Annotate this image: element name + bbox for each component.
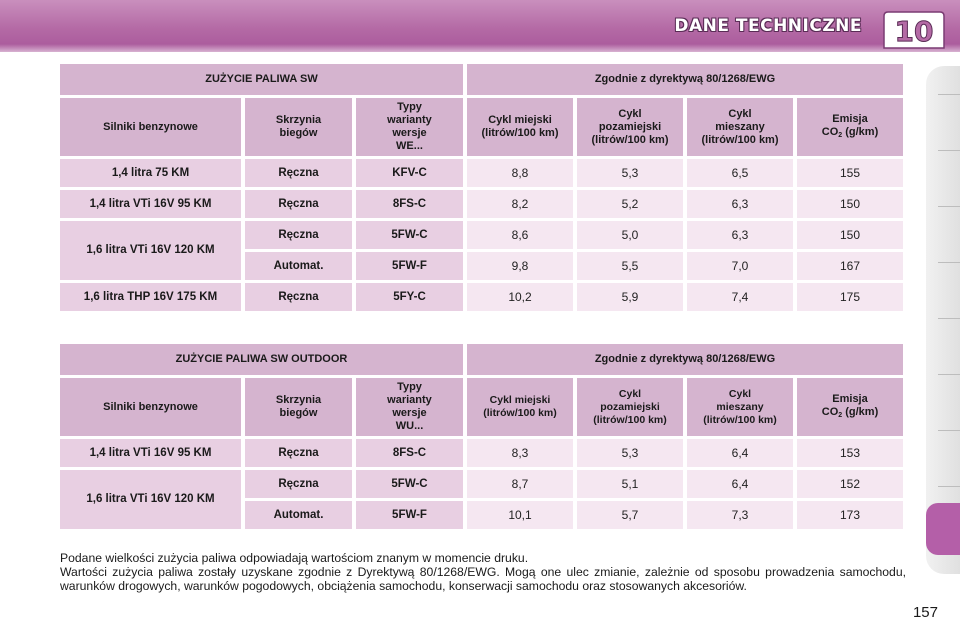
extra-urban-cell: 5,3 <box>577 159 683 187</box>
col-header-gearbox: Skrzynia biegów <box>245 378 352 436</box>
col-header-extra-urban: Cykl pozamiejski (litrów/100 km) <box>577 378 683 436</box>
chapter-number: 10 <box>895 15 934 48</box>
type-cell: 5FW-C <box>356 221 463 249</box>
co2-cell: 150 <box>797 221 903 249</box>
mixed-cell: 6,3 <box>687 190 793 218</box>
table-row: Automat. 5FW-F 10,1 5,7 7,3 173 <box>60 501 903 529</box>
gearbox-cell: Ręczna <box>245 283 352 311</box>
header-band-shade <box>0 44 960 52</box>
chapter-badge: 10 <box>883 11 945 49</box>
co2-cell: 150 <box>797 190 903 218</box>
col-header-engine: Silniki benzynowe <box>60 98 241 156</box>
extra-urban-cell: 5,0 <box>577 221 683 249</box>
col-header-variant: Typy warianty wersje WU... <box>356 378 463 436</box>
type-cell: 5FW-C <box>356 470 463 498</box>
table-row: 1,4 litra 75 KM Ręczna KFV-C 8,8 5,3 6,5… <box>60 159 903 187</box>
table-row: Automat. 5FW-F 9,8 5,5 7,0 167 <box>60 252 903 280</box>
co2-cell: 175 <box>797 283 903 311</box>
col-header-mixed: Cykl mieszany (litrów/100 km) <box>687 98 793 156</box>
co2-cell: 153 <box>797 439 903 467</box>
table-row: 1,4 litra VTi 16V 95 KM Ręczna 8FS-C 8,3… <box>60 439 903 467</box>
table-title: ZUŻYCIE PALIWA SW <box>60 64 463 95</box>
gearbox-cell: Automat. <box>245 252 352 280</box>
type-cell: 8FS-C <box>356 190 463 218</box>
type-cell: KFV-C <box>356 159 463 187</box>
col-header-engine: Silniki benzynowe <box>60 378 241 436</box>
type-cell: 8FS-C <box>356 439 463 467</box>
engine-label: 1,6 litra VTi 16V 120 KM <box>60 221 241 280</box>
mixed-cell: 6,4 <box>687 470 793 498</box>
fuel-consumption-table-sw: ZUŻYCIE PALIWA SW Zgodnie z dyrektywą 80… <box>56 61 907 314</box>
table-row: 1,4 litra VTi 16V 95 KM Ręczna 8FS-C 8,2… <box>60 190 903 218</box>
urban-cell: 8,2 <box>467 190 573 218</box>
extra-urban-cell: 5,9 <box>577 283 683 311</box>
page-number: 157 <box>912 604 938 621</box>
col-header-variant: Typy warianty wersje WE... <box>356 98 463 156</box>
co2-cell: 173 <box>797 501 903 529</box>
col-header-mixed: Cykl mieszany (litrów/100 km) <box>687 378 793 436</box>
gearbox-cell: Ręczna <box>245 439 352 467</box>
mixed-cell: 7,3 <box>687 501 793 529</box>
co2-cell: 152 <box>797 470 903 498</box>
engine-label: 1,6 litra THP 16V 175 KM <box>60 283 241 311</box>
type-cell: 5FW-F <box>356 501 463 529</box>
gearbox-cell: Ręczna <box>245 159 352 187</box>
engine-label: 1,4 litra 75 KM <box>60 159 241 187</box>
table-row: 1,6 litra VTi 16V 120 KM Ręczna 5FW-C 8,… <box>60 470 903 529</box>
col-header-gearbox: Skrzynia biegów <box>245 98 352 156</box>
mixed-cell: 6,3 <box>687 221 793 249</box>
chapter-index-strip <box>926 66 960 574</box>
fuel-consumption-table-sw-outdoor: ZUŻYCIE PALIWA SW OUTDOOR Zgodnie z dyre… <box>56 341 907 532</box>
co2-cell: 167 <box>797 252 903 280</box>
gearbox-cell: Ręczna <box>245 190 352 218</box>
urban-cell: 8,8 <box>467 159 573 187</box>
extra-urban-cell: 5,1 <box>577 470 683 498</box>
col-header-co2: Emisja CO2 (g/km) <box>797 98 903 156</box>
directive-title: Zgodnie z dyrektywą 80/1268/EWG <box>467 344 903 375</box>
col-header-extra-urban: Cykl pozamiejski (litrów/100 km) <box>577 98 683 156</box>
type-cell: 5FW-F <box>356 252 463 280</box>
footnote: Podane wielkości zużycia paliwa odpowiad… <box>60 551 906 594</box>
col-header-urban: Cykl miejski (litrów/100 km) <box>467 98 573 156</box>
extra-urban-cell: 5,2 <box>577 190 683 218</box>
footnote-line-1: Podane wielkości zużycia paliwa odpowiad… <box>60 551 529 565</box>
mixed-cell: 6,5 <box>687 159 793 187</box>
active-chapter-tab[interactable] <box>926 503 960 555</box>
mixed-cell: 7,4 <box>687 283 793 311</box>
urban-cell: 9,8 <box>467 252 573 280</box>
urban-cell: 10,1 <box>467 501 573 529</box>
table-row: 1,6 litra THP 16V 175 KM Ręczna 5FY-C 10… <box>60 283 903 311</box>
extra-urban-cell: 5,7 <box>577 501 683 529</box>
gearbox-cell: Ręczna <box>245 221 352 249</box>
engine-label: 1,6 litra VTi 16V 120 KM <box>60 470 241 529</box>
mixed-cell: 7,0 <box>687 252 793 280</box>
table-title: ZUŻYCIE PALIWA SW OUTDOOR <box>60 344 463 375</box>
type-cell: 5FY-C <box>356 283 463 311</box>
table-row: 1,6 litra VTi 16V 120 KM Ręczna 5FW-C 8,… <box>60 221 903 280</box>
urban-cell: 8,3 <box>467 439 573 467</box>
col-header-co2: Emisja CO2 (g/km) <box>797 378 903 436</box>
urban-cell: 8,6 <box>467 221 573 249</box>
extra-urban-cell: 5,5 <box>577 252 683 280</box>
co2-cell: 155 <box>797 159 903 187</box>
gearbox-cell: Ręczna <box>245 470 352 498</box>
section-title: DANE TECHNICZNE <box>674 16 862 36</box>
directive-title: Zgodnie z dyrektywą 80/1268/EWG <box>467 64 903 95</box>
col-header-urban: Cykl miejski (litrów/100 km) <box>467 378 573 436</box>
urban-cell: 8,7 <box>467 470 573 498</box>
header-band <box>0 0 960 52</box>
engine-label: 1,4 litra VTi 16V 95 KM <box>60 190 241 218</box>
urban-cell: 10,2 <box>467 283 573 311</box>
engine-label: 1,4 litra VTi 16V 95 KM <box>60 439 241 467</box>
mixed-cell: 6,4 <box>687 439 793 467</box>
gearbox-cell: Automat. <box>245 501 352 529</box>
extra-urban-cell: 5,3 <box>577 439 683 467</box>
footnote-line-2: Wartości zużycia paliwa zostały uzyskane… <box>60 565 906 594</box>
